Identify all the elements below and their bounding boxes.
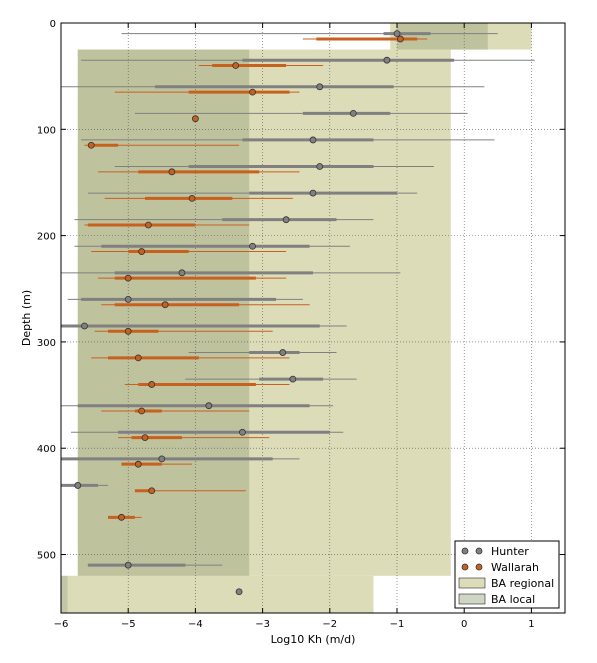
hunter-median-point-13 — [289, 375, 297, 383]
y-tick-label-3: 300 — [37, 338, 56, 349]
hunter-median-point-4 — [309, 136, 317, 144]
hunter-median-point-3 — [349, 109, 357, 117]
legend-marker-wallarah-b — [475, 563, 483, 571]
x-tick-label-7: 1 — [528, 619, 534, 630]
wallarah-median-point-14 — [138, 407, 146, 415]
wallarah-median-point-12 — [134, 354, 142, 362]
wallarah-median-point-8 — [138, 248, 146, 255]
ba-local-block-2 — [61, 575, 68, 613]
legend: Hunter Wallarah BA regional BA local — [454, 540, 560, 609]
hunter-median-point-2 — [316, 83, 324, 91]
x-tick-label-4: −2 — [322, 619, 337, 630]
hunter-median-point-14 — [205, 402, 213, 410]
ba-local-block-0 — [397, 23, 488, 50]
wallarah-median-point-9 — [124, 274, 132, 282]
y-tick-label-1: 100 — [37, 125, 56, 136]
wallarah-median-point-7 — [144, 221, 152, 229]
legend-marker-hunter-a — [461, 547, 469, 555]
hunter-median-point-19 — [235, 588, 243, 596]
legend-label-ba-local: BA local — [491, 593, 535, 606]
x-tick-label-2: −4 — [188, 619, 203, 630]
wallarah-median-point-10 — [161, 301, 169, 309]
data-marks — [61, 30, 535, 596]
wallarah-median-point-0 — [396, 35, 404, 43]
hunter-median-point-16 — [158, 455, 166, 463]
wallarah-median-point-2 — [249, 88, 256, 96]
legend-marker-wallarah-a — [461, 563, 469, 571]
hunter-median-point-12 — [279, 349, 287, 356]
hunter-median-point-9 — [178, 269, 186, 277]
wallarah-median-point-18 — [118, 513, 125, 521]
hunter-median-point-8 — [249, 242, 256, 250]
wallarah-median-point-15 — [141, 434, 149, 441]
plot-frame — [60, 22, 566, 614]
x-tick-label-6: 0 — [461, 619, 467, 630]
y-tick-label-0: 0 — [50, 19, 56, 30]
shaded-regions — [61, 23, 532, 613]
wallarah-median-point-16 — [134, 460, 142, 468]
x-axis-label: Log10 Kh (m/d) — [271, 633, 356, 646]
hunter-median-point-15 — [239, 428, 246, 436]
wallarah-median-point-6 — [188, 195, 196, 202]
legend-label-ba-regional: BA regional — [491, 577, 554, 590]
y-axis-ticks: 0 100 200 300 400 500 — [37, 19, 565, 562]
wallarah-median-point-17 — [148, 487, 156, 495]
x-tick-label-1: −5 — [121, 619, 136, 630]
x-tick-label-5: −1 — [390, 619, 405, 630]
hunter-median-point-18 — [124, 561, 132, 569]
y-tick-label-4: 400 — [37, 444, 56, 455]
hunter-median-point-7 — [282, 216, 290, 224]
x-tick-label-0: −6 — [54, 619, 69, 630]
legend-patch-ba-regional — [458, 577, 486, 589]
x-axis-ticks: −6 −5 −4 −3 −2 −1 0 1 — [54, 23, 535, 630]
hunter-median-point-0 — [393, 30, 401, 38]
hunter-median-point-17 — [74, 482, 82, 489]
wallarah-median-point-3 — [191, 115, 199, 123]
y-tick-label-5: 500 — [37, 551, 56, 562]
wallarah-median-point-4 — [87, 141, 95, 149]
wallarah-median-point-5 — [168, 168, 176, 176]
hunter-median-point-1 — [383, 56, 391, 64]
legend-label-hunter: Hunter — [491, 545, 529, 558]
x-tick-label-3: −3 — [255, 619, 270, 630]
wallarah-median-point-11 — [124, 327, 132, 335]
hunter-median-point-6 — [309, 189, 317, 197]
ba-regional-block-2 — [67, 575, 374, 613]
wallarah-median-point-13 — [148, 381, 156, 388]
hunter-median-point-5 — [316, 163, 324, 170]
legend-label-wallarah: Wallarah — [491, 561, 539, 574]
legend-marker-hunter-b — [475, 547, 483, 555]
wallarah-median-point-1 — [232, 62, 240, 69]
y-tick-label-2: 200 — [37, 232, 56, 243]
y-axis-label: Depth (m) — [20, 290, 33, 346]
hunter-median-point-10 — [124, 295, 132, 303]
hunter-median-point-11 — [81, 322, 88, 330]
legend-patch-ba-local — [458, 593, 486, 605]
ba-local-block-1 — [77, 49, 250, 576]
